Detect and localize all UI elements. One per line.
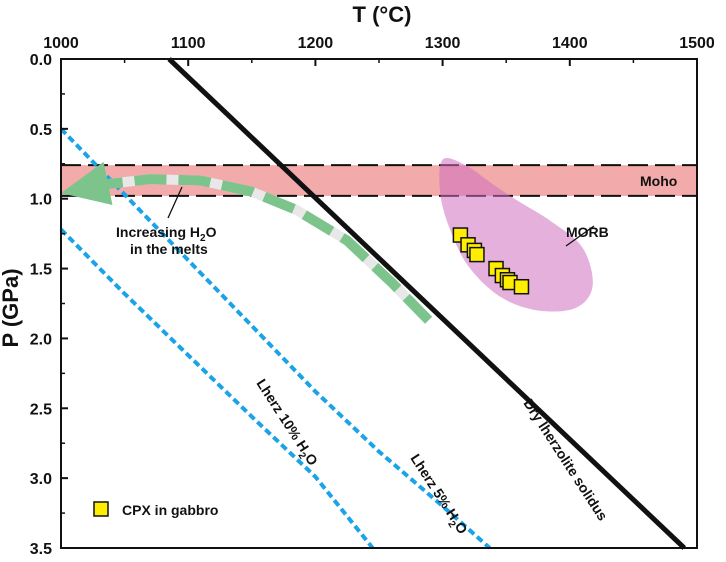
moho-label: Moho: [640, 173, 677, 189]
y-tick-label-0: 0.0: [30, 52, 52, 69]
y-tick-label-2: 1.0: [30, 192, 52, 209]
x-tick-label-0: 1000: [43, 35, 79, 52]
morb-leader: [565, 225, 595, 247]
trend-arrow-head: [61, 161, 113, 205]
y-tick-label-5: 2.5: [30, 401, 52, 418]
legend-cpx-label: CPX in gabbro: [122, 502, 218, 518]
x-tick-label-2: 1200: [298, 35, 334, 52]
series-line-1: [59, 127, 491, 550]
plot-frame: [60, 58, 698, 549]
increasing-h2o-text: Increasing H: [116, 224, 200, 240]
lherz5-subscript: 2: [445, 519, 457, 530]
dry-solidus-label: Dry lherzolite solidus: [520, 396, 611, 524]
y-tick-label-1: 0.5: [30, 122, 52, 139]
increasing-h2o-label-line2: in the melts: [130, 241, 208, 257]
y-tick-label-3: 1.5: [30, 262, 52, 279]
morb-field: [439, 158, 593, 312]
legend-cpx-marker: [93, 501, 109, 517]
x-tick-label-3: 1300: [425, 35, 461, 52]
increasing-h2o-leader: [167, 186, 183, 219]
lherz10-text: Lherz 10% H: [253, 376, 312, 455]
cpx-point-3: [469, 246, 485, 263]
series-line-2: [59, 228, 375, 550]
fill-layer: [61, 158, 697, 312]
axes-layer: 1000 1100 1200 1300 1400 1500 0.0 0.5 1.0 1.5 2.0 2…: [30, 35, 715, 558]
y-axis-title: P (GPa): [0, 268, 23, 347]
lherz10-subscript: 2: [295, 451, 307, 462]
morb-label: MORB: [566, 224, 609, 240]
y-tick-label-4: 2.0: [30, 331, 52, 348]
x-axis-title: T (°C): [353, 2, 412, 27]
increasing-h2o-label-line1: Increasing H2O: [116, 224, 217, 244]
series-line-0: [167, 57, 687, 550]
y-tick-label-6: 3.0: [30, 471, 52, 488]
y-tick-label-7: 3.5: [30, 541, 52, 558]
lherz5-text: Lherz 5% H: [407, 451, 462, 523]
x-tick-label-4: 1400: [552, 35, 588, 52]
increasing-h2o-subscript: 2: [200, 233, 206, 244]
lherz5-label: Lherz 5% H2O: [404, 451, 471, 539]
line-layer: [59, 57, 687, 550]
marker-layer: [452, 227, 530, 295]
trend-arrow-shaft: [101, 174, 433, 324]
x-tick-label-5: 1500: [679, 35, 715, 52]
cpx-point-8: [513, 278, 530, 295]
x-tick-label-1: 1100: [171, 35, 206, 52]
increasing-h2o-text-end: O: [206, 224, 217, 240]
